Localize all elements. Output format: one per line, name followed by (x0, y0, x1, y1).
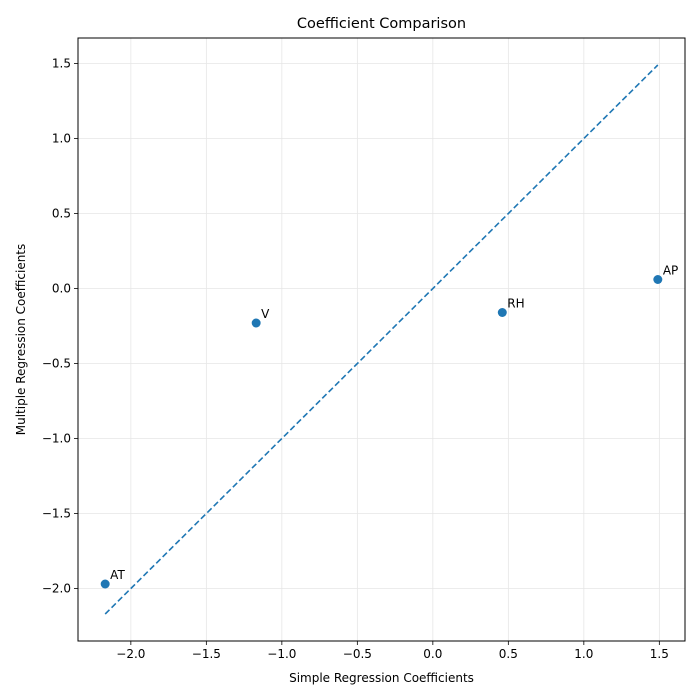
y-tick-label: 1.0 (52, 132, 71, 146)
plot-area-frame (77, 37, 686, 642)
x-tick-label: 1.5 (650, 647, 669, 661)
y-tick-label: −1.5 (42, 507, 71, 521)
x-tick-label: −0.5 (343, 647, 372, 661)
data-point-ap (653, 275, 663, 284)
x-tick-label: 0.5 (499, 647, 518, 661)
y-axis-title: Multiple Regression Coefficients (14, 244, 28, 436)
reference-diagonal-line (104, 64, 659, 615)
chart-title: Coefficient Comparison (297, 16, 466, 32)
point-label-v: V (261, 307, 270, 321)
x-tick-label: −2.0 (116, 647, 145, 661)
y-tick-label: 0.0 (52, 282, 71, 296)
point-label-rh: RH (507, 297, 524, 311)
x-tick-label: −1.0 (267, 647, 296, 661)
y-tick-label: −1.0 (42, 432, 71, 446)
data-point-rh (497, 308, 507, 317)
grid (78, 38, 685, 641)
y-tick-label: 1.5 (52, 57, 71, 71)
ticks: −2.0 −1.5 −1.0 −0.5 0.0 0.5 1.0 1.5 −2.0 −1.5 −1.0… (42, 57, 669, 662)
reference-line-layer (104, 64, 659, 615)
data-point-at (100, 579, 110, 589)
data-point-v (251, 318, 261, 328)
point-label-ap: AP (663, 264, 678, 278)
x-tick-label: 1.0 (574, 647, 593, 661)
x-axis-title: Simple Regression Coefficients (289, 671, 474, 685)
x-tick-label: 0.0 (423, 647, 442, 661)
y-tick-label: 0.5 (52, 207, 71, 221)
y-tick-label: −0.5 (42, 357, 71, 371)
y-tick-label: −2.0 (42, 582, 71, 596)
x-tick-label: −1.5 (192, 647, 221, 661)
points-layer: AT V AP RH (100, 264, 678, 589)
point-label-at: AT (110, 568, 125, 582)
